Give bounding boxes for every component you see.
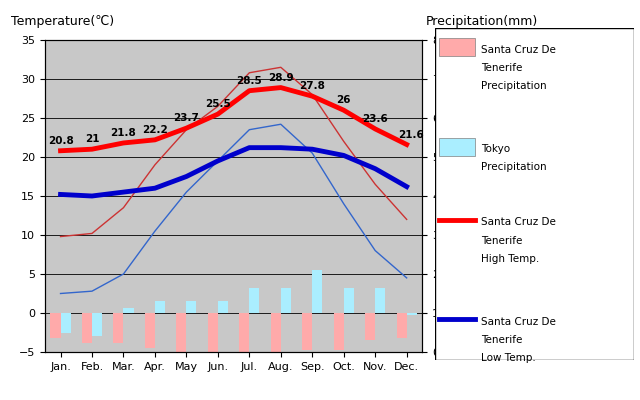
Bar <box>344 288 354 313</box>
Text: 21.8: 21.8 <box>111 128 136 138</box>
Text: 28.5: 28.5 <box>236 76 262 86</box>
Text: Santa Cruz De: Santa Cruz De <box>481 45 556 55</box>
Bar <box>333 313 344 350</box>
Bar <box>218 301 228 313</box>
Text: 23.7: 23.7 <box>173 113 199 123</box>
Bar <box>439 138 475 156</box>
Text: Precipitation: Precipitation <box>481 81 547 91</box>
Bar <box>271 313 281 352</box>
Text: Santa Cruz De: Santa Cruz De <box>481 317 556 327</box>
Text: Precipitation: Precipitation <box>481 162 547 172</box>
Text: 25.5: 25.5 <box>205 99 231 109</box>
Bar <box>302 313 312 350</box>
Text: Santa Cruz De: Santa Cruz De <box>481 217 556 227</box>
Text: 28.9: 28.9 <box>268 72 294 82</box>
Bar <box>124 308 134 313</box>
Bar <box>250 288 259 313</box>
Bar <box>92 313 102 336</box>
Text: 21: 21 <box>84 134 99 144</box>
Bar <box>208 313 218 354</box>
Text: 20.8: 20.8 <box>47 136 74 146</box>
Text: Low Temp.: Low Temp. <box>481 353 536 363</box>
Text: Tenerife: Tenerife <box>481 335 522 345</box>
Text: 21.6: 21.6 <box>399 130 424 140</box>
Text: 27.8: 27.8 <box>300 81 325 91</box>
Bar <box>177 313 186 352</box>
Bar <box>61 313 70 332</box>
Bar <box>375 288 385 313</box>
Bar <box>186 301 196 313</box>
Text: Precipitation(mm): Precipitation(mm) <box>426 14 538 28</box>
Bar <box>51 313 61 338</box>
Bar <box>155 301 165 313</box>
Bar <box>312 270 323 313</box>
Text: 23.6: 23.6 <box>362 114 388 124</box>
Bar <box>397 313 406 338</box>
Text: High Temp.: High Temp. <box>481 254 539 264</box>
Text: 22.2: 22.2 <box>142 125 168 135</box>
Text: Tokyo: Tokyo <box>481 144 510 154</box>
Bar <box>113 313 124 343</box>
Bar <box>365 313 375 340</box>
Text: Tenerife: Tenerife <box>481 63 522 73</box>
Text: 26: 26 <box>337 95 351 105</box>
Bar <box>239 313 250 354</box>
Text: Temperature(℃): Temperature(℃) <box>11 14 114 28</box>
Bar <box>145 313 155 348</box>
Text: Tenerife: Tenerife <box>481 236 522 246</box>
Bar <box>439 38 475 56</box>
Bar <box>281 288 291 313</box>
Bar <box>406 313 417 314</box>
Bar <box>82 313 92 343</box>
